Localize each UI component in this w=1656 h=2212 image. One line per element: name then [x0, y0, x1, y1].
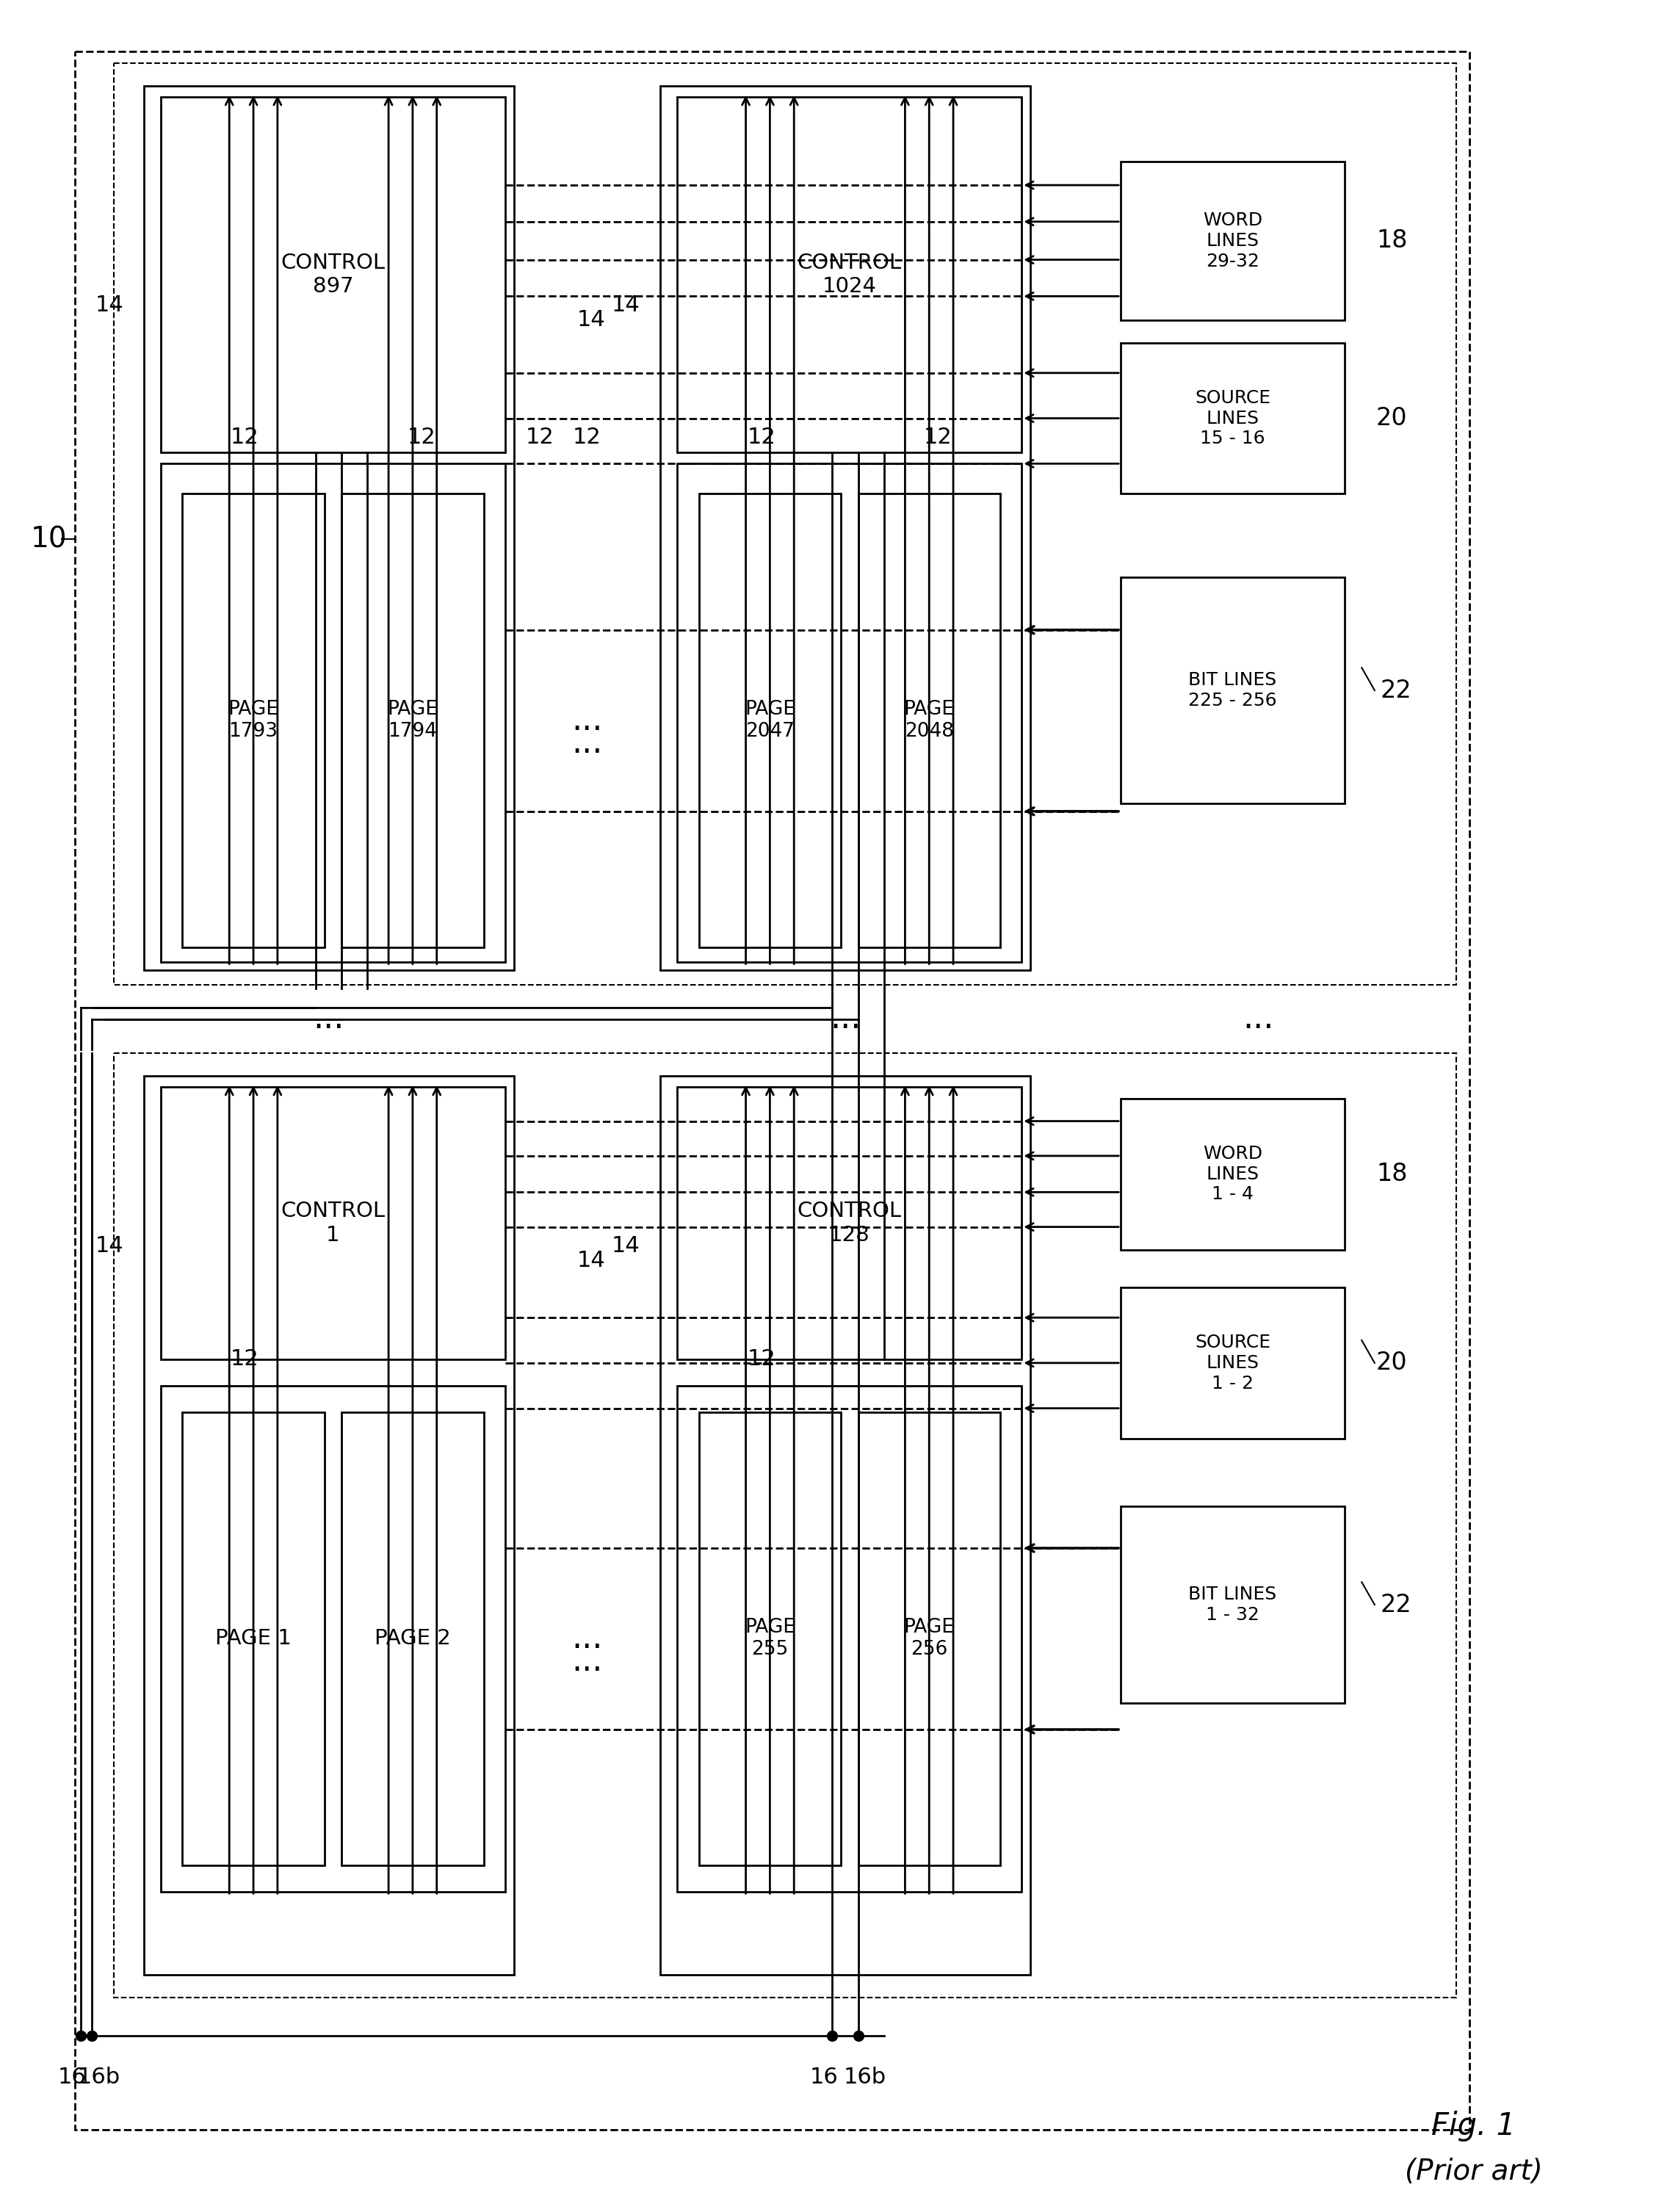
- Text: 20: 20: [1376, 1352, 1408, 1376]
- Bar: [677, 1385, 1022, 1891]
- Text: 14: 14: [611, 1234, 639, 1256]
- Text: ...: ...: [571, 706, 603, 737]
- Text: WORD
LINES
29-32: WORD LINES 29-32: [1202, 212, 1262, 270]
- Text: 10: 10: [31, 524, 68, 553]
- Text: ...: ...: [830, 1004, 861, 1035]
- Text: PAGE
2048: PAGE 2048: [904, 699, 954, 741]
- Text: 18: 18: [1376, 228, 1408, 252]
- Text: 12: 12: [230, 1349, 258, 1369]
- Bar: [661, 1075, 1030, 1975]
- Text: PAGE 2: PAGE 2: [374, 1628, 450, 1650]
- Text: BIT LINES
1 - 32: BIT LINES 1 - 32: [1189, 1586, 1277, 1624]
- Text: 12: 12: [573, 427, 601, 447]
- Text: Fig. 1: Fig. 1: [1431, 2110, 1515, 2141]
- Text: 12: 12: [747, 1349, 775, 1369]
- Bar: [182, 1411, 325, 1865]
- Text: PAGE
1793: PAGE 1793: [229, 699, 278, 741]
- Text: PAGE
255: PAGE 255: [745, 1619, 795, 1659]
- Text: 16: 16: [810, 2066, 838, 2088]
- Bar: [1121, 1287, 1345, 1438]
- Text: 12: 12: [747, 427, 775, 447]
- Text: 14: 14: [611, 294, 639, 316]
- Bar: [161, 97, 505, 451]
- Text: 22: 22: [1381, 1593, 1413, 1617]
- Text: CONTROL
897: CONTROL 897: [282, 252, 386, 296]
- Text: 12: 12: [230, 427, 258, 447]
- Text: 12: 12: [407, 427, 436, 447]
- Bar: [1121, 343, 1345, 493]
- Bar: [161, 465, 505, 962]
- Text: ...: ...: [571, 1646, 603, 1677]
- Bar: [114, 1053, 1456, 1997]
- Text: ...: ...: [1244, 1004, 1273, 1035]
- Text: 12: 12: [924, 427, 952, 447]
- Bar: [341, 1411, 484, 1865]
- Text: WORD
LINES
1 - 4: WORD LINES 1 - 4: [1202, 1146, 1262, 1203]
- Bar: [1121, 577, 1345, 803]
- Text: PAGE
2047: PAGE 2047: [745, 699, 795, 741]
- Text: PAGE 1: PAGE 1: [215, 1628, 291, 1650]
- Bar: [699, 493, 841, 947]
- Bar: [1121, 1506, 1345, 1703]
- Text: (Prior art): (Prior art): [1404, 2157, 1543, 2185]
- Text: 18: 18: [1376, 1161, 1408, 1186]
- Text: 22: 22: [1381, 679, 1413, 703]
- Text: 12: 12: [525, 427, 553, 447]
- Bar: [677, 97, 1022, 451]
- Bar: [858, 1411, 1000, 1865]
- Bar: [144, 86, 513, 971]
- Text: ...: ...: [571, 1624, 603, 1655]
- Bar: [661, 86, 1030, 971]
- Text: 14: 14: [576, 1250, 606, 1272]
- Text: SOURCE
LINES
1 - 2: SOURCE LINES 1 - 2: [1194, 1334, 1270, 1391]
- Text: SOURCE
LINES
15 - 16: SOURCE LINES 15 - 16: [1194, 389, 1270, 447]
- Bar: [114, 64, 1456, 984]
- Text: PAGE
256: PAGE 256: [904, 1619, 954, 1659]
- Text: ...: ...: [571, 728, 603, 759]
- Bar: [677, 465, 1022, 962]
- Text: PAGE
1794: PAGE 1794: [388, 699, 437, 741]
- Text: BIT LINES
225 - 256: BIT LINES 225 - 256: [1189, 670, 1277, 710]
- Text: CONTROL
1024: CONTROL 1024: [797, 252, 903, 296]
- Bar: [1121, 1099, 1345, 1250]
- Bar: [75, 51, 1469, 2130]
- Bar: [858, 493, 1000, 947]
- Bar: [341, 493, 484, 947]
- Text: CONTROL
128: CONTROL 128: [797, 1201, 903, 1245]
- Text: 20: 20: [1376, 407, 1408, 431]
- Text: CONTROL
1: CONTROL 1: [282, 1201, 386, 1245]
- Text: 16: 16: [58, 2066, 86, 2088]
- Bar: [677, 1086, 1022, 1358]
- Bar: [161, 1385, 505, 1891]
- Text: 14: 14: [94, 294, 124, 316]
- Text: 14: 14: [576, 310, 606, 332]
- Bar: [161, 1086, 505, 1358]
- Bar: [1121, 161, 1345, 321]
- Text: 14: 14: [94, 1234, 124, 1256]
- Text: 16b: 16b: [843, 2066, 886, 2088]
- Bar: [699, 1411, 841, 1865]
- Bar: [182, 493, 325, 947]
- Text: ...: ...: [313, 1004, 344, 1035]
- Bar: [144, 1075, 513, 1975]
- Text: 16b: 16b: [78, 2066, 121, 2088]
